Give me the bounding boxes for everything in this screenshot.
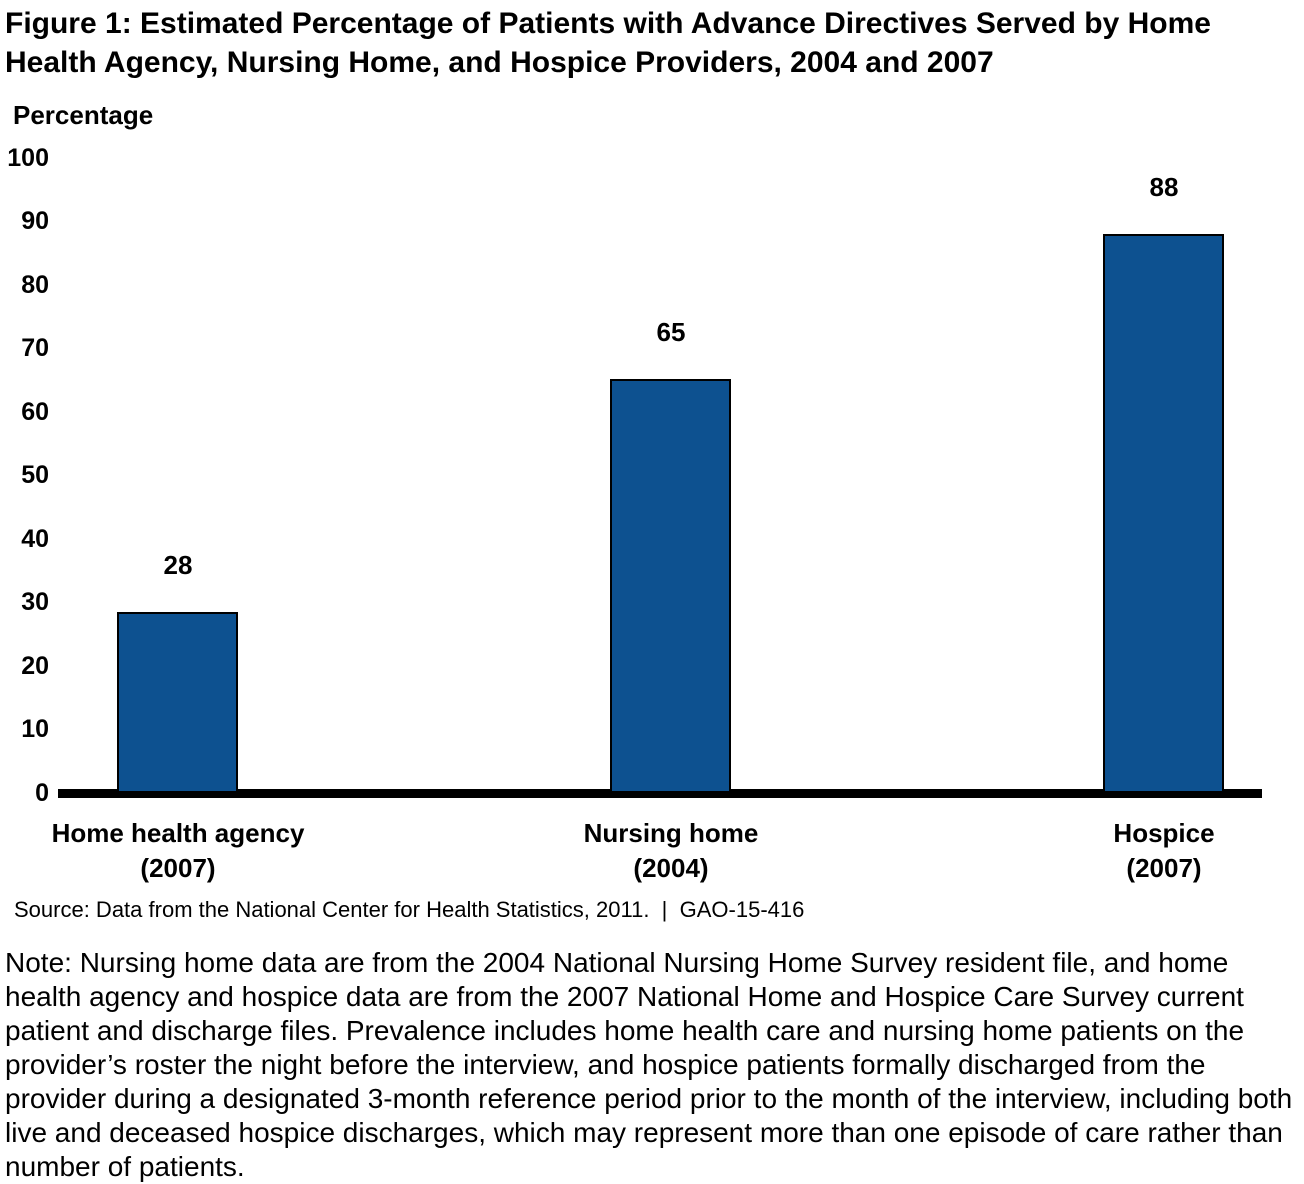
category-label: Hospice (2007) (974, 816, 1304, 886)
y-tick-label: 80 (21, 271, 49, 299)
y-tick-label: 10 (21, 715, 49, 743)
y-tick-label: 90 (21, 207, 49, 235)
y-tick-label: 40 (21, 525, 49, 553)
source-line: Source: Data from the National Center fo… (14, 897, 805, 922)
category-name: Nursing home (583, 818, 759, 848)
category-name: Hospice (1113, 818, 1215, 848)
y-tick-label: 30 (21, 588, 49, 616)
y-tick-label: 50 (21, 461, 49, 489)
note-text: Note: Nursing home data are from the 200… (5, 947, 1293, 1182)
figure-title: Figure 1: Estimated Percentage of Patien… (5, 7, 1211, 79)
category-year: (2004) (633, 853, 709, 883)
y-tick-label: 60 (21, 398, 49, 426)
y-tick-label: 100 (7, 144, 49, 172)
category-label: Home health agency (2007) (0, 816, 368, 886)
x-axis-line (58, 789, 1262, 798)
category-year: (2007) (140, 853, 216, 883)
bar-value-label: 65 (656, 317, 686, 347)
bar-nursing-home (610, 379, 731, 793)
y-tick-label: 70 (21, 334, 49, 362)
bar-value-label: 28 (163, 550, 193, 580)
category-label: Nursing home (2004) (481, 816, 861, 886)
y-axis-caption: Percentage (13, 100, 154, 130)
y-tick-label: 0 (35, 779, 49, 807)
y-tick-label: 20 (21, 652, 49, 680)
bar-hospice (1103, 234, 1224, 793)
category-name: Home health agency (51, 818, 305, 848)
bar-home-health-agency (117, 612, 238, 793)
category-year: (2007) (1126, 853, 1202, 883)
bar-value-label: 88 (1149, 172, 1179, 202)
